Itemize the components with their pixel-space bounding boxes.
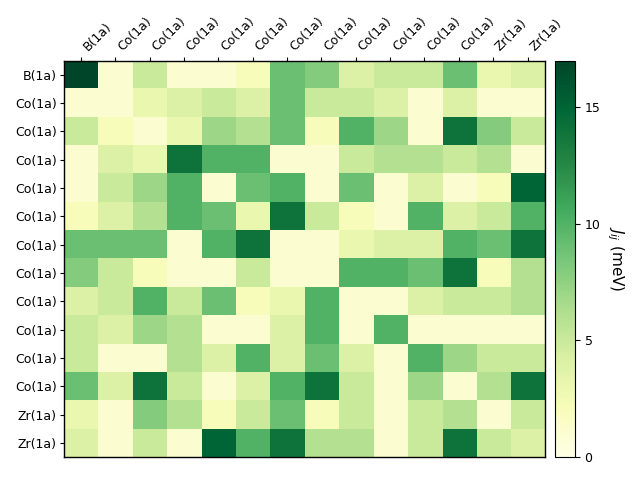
Y-axis label: $J_{ij}$ (meV): $J_{ij}$ (meV) (605, 226, 625, 291)
